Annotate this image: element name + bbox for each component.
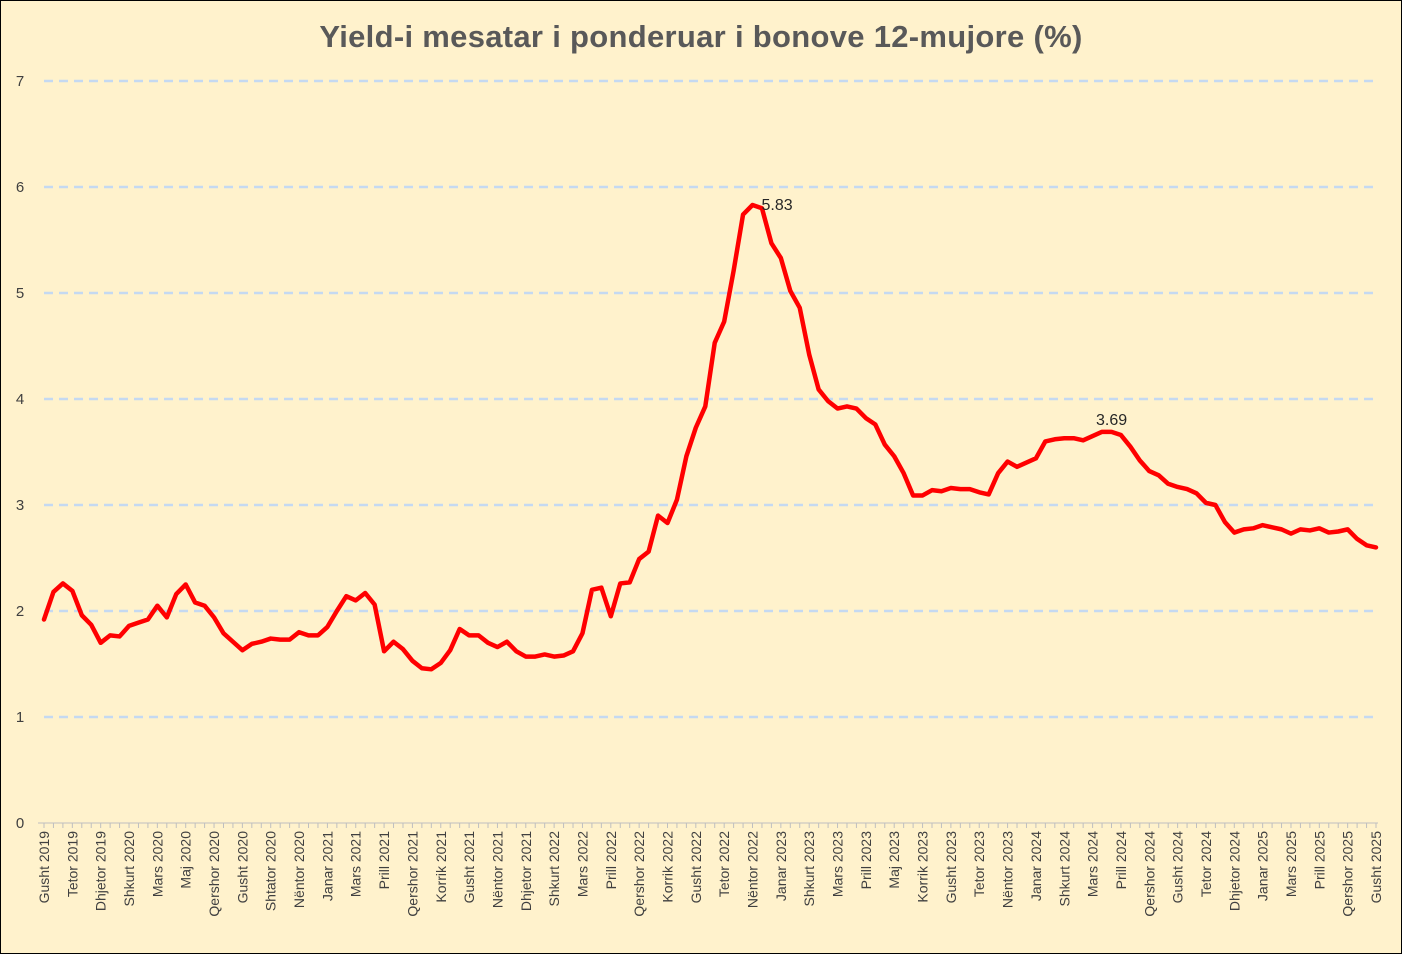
y-tick-label: 2 — [16, 603, 24, 620]
x-tick-label: Korrik 2021 — [433, 831, 449, 903]
x-tick-label: Prill 2021 — [376, 831, 392, 890]
x-tick-label: Shkurt 2024 — [1056, 831, 1072, 907]
x-tick-label: Maj 2020 — [178, 831, 194, 889]
y-tick-label: 4 — [16, 391, 24, 408]
x-tick-label: Nëntor 2023 — [1000, 831, 1016, 908]
x-tick-label: Tetor 2019 — [64, 831, 80, 897]
x-tick-label: Dhjetor 2021 — [518, 831, 534, 911]
x-tick-label: Qershor 2022 — [631, 831, 647, 917]
x-tick-label: Tetor 2023 — [971, 831, 987, 897]
x-tick-label: Nëntor 2020 — [291, 831, 307, 908]
x-tick-label: Prill 2022 — [603, 831, 619, 890]
x-tick-label: Mars 2025 — [1283, 831, 1299, 897]
x-tick-label: Mars 2020 — [149, 831, 165, 897]
series-line — [41, 202, 1379, 672]
x-tick-label: Mars 2023 — [830, 831, 846, 897]
x-tick-label: Dhjetor 2019 — [93, 831, 109, 911]
x-tick-label: Prill 2025 — [1311, 831, 1327, 890]
x-tick-label: Mars 2022 — [575, 831, 591, 897]
x-tick-label: Shkurt 2020 — [121, 831, 137, 907]
x-tick-label: Qershor 2021 — [404, 831, 420, 917]
x-tick-label: Tetor 2022 — [716, 831, 732, 897]
x-tick-label: Janar 2021 — [319, 831, 335, 901]
x-tick-label: Nëntor 2021 — [489, 831, 505, 908]
data-label: 3.69 — [1096, 412, 1127, 429]
x-tick-label: Gusht 2023 — [943, 831, 959, 904]
y-tick-label: 6 — [16, 179, 24, 196]
chart-title: Yield-i mesatar i ponderuar i bonove 12-… — [319, 19, 1083, 54]
y-tick-label: 7 — [16, 73, 24, 90]
x-tick-label: Janar 2023 — [773, 831, 789, 901]
x-tick-label: Prill 2023 — [858, 831, 874, 890]
x-tick-label: Prill 2024 — [1113, 831, 1129, 890]
y-tick-label: 0 — [16, 815, 24, 832]
x-tick-label: Mars 2021 — [348, 831, 364, 897]
x-tick-label: Janar 2024 — [1028, 831, 1044, 901]
data-label: 2.6 — [1390, 0, 1402, 4]
y-tick-label: 5 — [16, 285, 24, 302]
y-tick-label: 3 — [16, 497, 24, 514]
x-tick-label: Qershor 2024 — [1141, 831, 1157, 917]
y-tick-label: 1 — [16, 709, 24, 726]
x-tick-label: Nëntor 2022 — [745, 831, 761, 908]
x-tick-label: Shtator 2020 — [263, 831, 279, 911]
x-tick-label: Mars 2024 — [1085, 831, 1101, 897]
x-tick-label: Korrik 2022 — [660, 831, 676, 903]
data-label: 5.83 — [762, 197, 793, 214]
x-tick-label: Tetor 2024 — [1198, 831, 1214, 897]
x-tick-label: Gusht 2021 — [461, 831, 477, 904]
x-tick-label: Korrik 2023 — [915, 831, 931, 903]
x-tick-label: Maj 2023 — [886, 831, 902, 889]
x-tick-label: Qershor 2020 — [206, 831, 222, 917]
x-tick-label: Shkurt 2022 — [546, 831, 562, 907]
x-tick-label: Dhjetor 2024 — [1226, 831, 1242, 911]
x-tick-label: Shkurt 2023 — [801, 831, 817, 907]
x-tick-label: Janar 2025 — [1255, 831, 1271, 901]
x-tick-label: Qershor 2025 — [1340, 831, 1356, 917]
x-tick-label: Gusht 2025 — [1368, 831, 1384, 904]
x-tick-label: Gusht 2019 — [36, 831, 52, 904]
x-tick-label: Gusht 2022 — [688, 831, 704, 904]
x-tick-label: Gusht 2024 — [1170, 831, 1186, 904]
x-tick-label: Gusht 2020 — [234, 831, 250, 904]
